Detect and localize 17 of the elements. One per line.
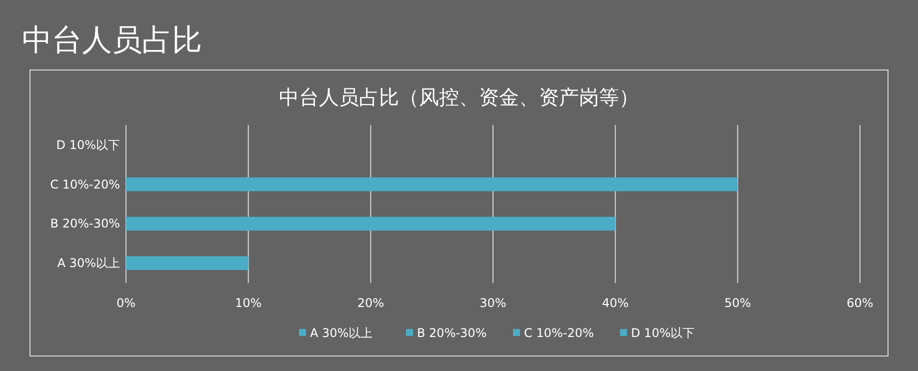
legend-label: D 10%以下 <box>631 326 695 340</box>
y-tick-label: D 10%以下 <box>56 138 120 152</box>
legend-label: B 20%-30% <box>417 326 487 340</box>
x-tick-label: 60% <box>846 296 874 310</box>
x-tick-label: 50% <box>724 296 752 310</box>
legend-label: A 30%以上 <box>310 326 373 340</box>
y-tick-label: C 10%-20% <box>50 177 120 192</box>
x-tick-label: 10% <box>234 296 262 310</box>
x-tick-label: 30% <box>480 296 506 310</box>
chart-title: 中台人员占比 <box>22 23 202 58</box>
chart-subtitle: 中台人员占比（风控、资金、资产岗等） <box>279 85 639 109</box>
x-tick-label: 20% <box>357 296 384 310</box>
legend-label: C 10%-20% <box>524 326 594 340</box>
x-tick-label: 40% <box>602 296 629 310</box>
y-tick-label: A 30%以上 <box>57 256 120 270</box>
x-tick-label: 0% <box>116 296 136 310</box>
y-tick-label: B 20%-30% <box>50 216 120 231</box>
